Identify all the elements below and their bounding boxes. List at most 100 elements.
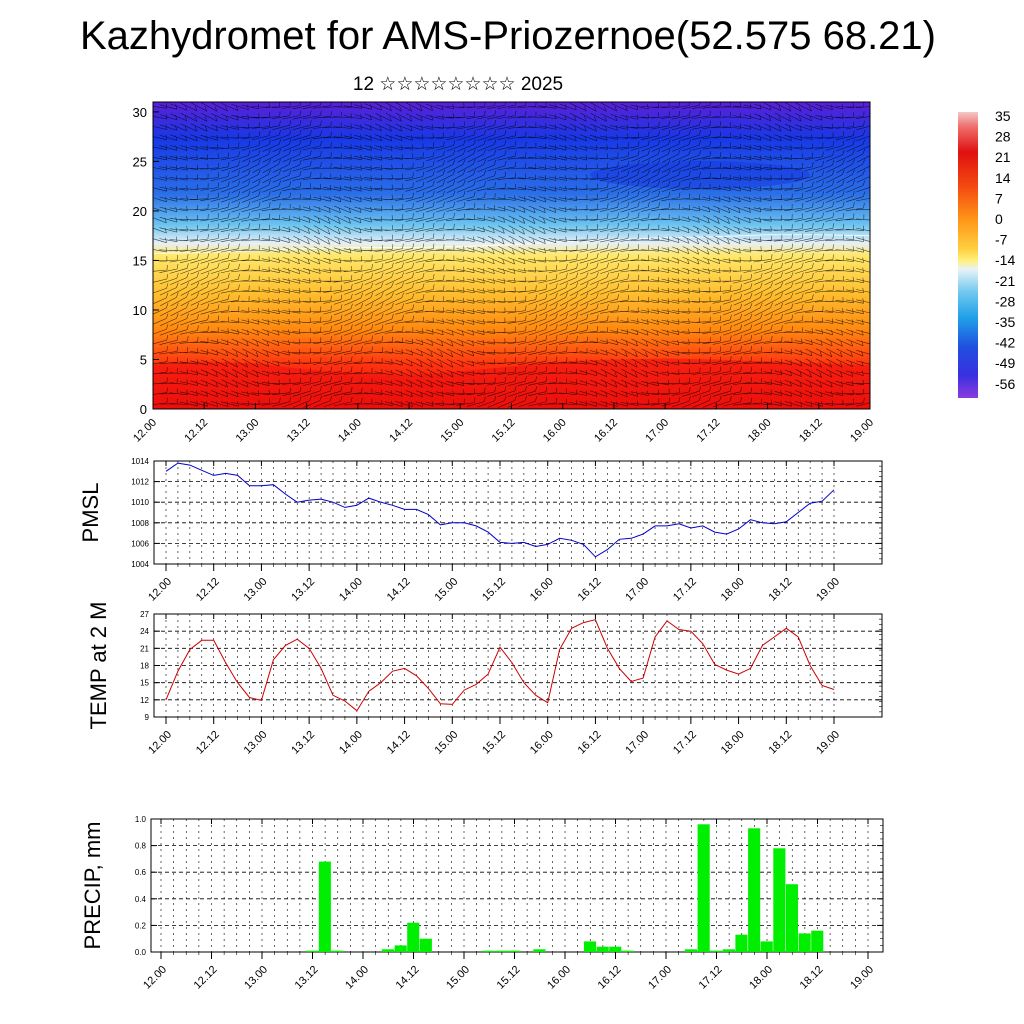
y-tick-label: 0.0 [135,948,147,957]
x-tick-label: 12.12 [194,576,222,604]
x-tick-label: 15.12 [495,964,523,992]
x-tick-label: 17.12 [695,417,723,445]
x-tick-label: 15.12 [490,417,518,445]
y-tick-label: 15 [133,253,147,268]
precip-bar [495,950,508,952]
colorbar-label: 28 [995,129,1011,145]
precip-bar [684,949,697,952]
x-tick-label: 19.00 [814,576,842,604]
panel-frame [153,460,883,565]
precip-bar [482,950,495,952]
colorbar-label: -35 [995,314,1015,330]
wind-barb-field [153,102,870,408]
chart-title: Kazhydromet for AMS-Priozernoe(52.575 68… [80,14,936,58]
precip-bar [798,933,811,952]
y-axis-title: TEMP at 2 M [86,602,111,730]
x-tick-label: 19.00 [848,964,876,992]
x-tick-label: 16.00 [541,417,569,445]
x-tick-label: 12.00 [146,576,174,604]
y-axis-title: PRECIP, mm [80,822,105,950]
x-tick-label: 13.12 [285,417,313,445]
x-tick-label: 12.00 [141,964,169,992]
x-tick-label: 15.12 [480,729,508,757]
precip-bar [306,950,319,952]
precip-bar [419,938,432,952]
precip-bar [596,946,609,952]
y-tick-label: 20 [133,204,147,219]
colorbar-label: 14 [995,170,1011,186]
x-tick-label: 18.12 [798,964,826,992]
precip-bar [773,848,786,952]
temperature-gradient [153,102,870,409]
colorbar-label: -49 [995,355,1015,371]
x-tick-label: 16.12 [576,576,604,604]
x-tick-label: 19.00 [848,417,876,445]
precip-bar [760,941,773,952]
x-tick-label: 13.00 [242,964,270,992]
y-tick-label: 1006 [131,539,149,548]
x-tick-label: 17.00 [623,729,651,757]
heatmap-y-axis: 0 5 10 15 20 25 30 [133,105,159,417]
y-tick-label: 18 [140,662,149,671]
x-tick-label: 14.12 [385,576,413,604]
x-tick-label: 16.00 [528,729,556,757]
colorbar-label: 35 [995,108,1011,124]
grid [151,819,883,952]
x-tick-label: 14.12 [394,964,422,992]
precip-bar [394,945,407,952]
colorbar-gradient [958,112,978,398]
precip-panel: 0.0 0.2 0.4 0.6 0.8 1.0 12.00 12.12 13.00 13.12 14… [80,815,884,992]
y-tick-label: 21 [140,644,149,653]
x-tick-label: 15.12 [480,576,508,604]
precip-bar [621,950,634,952]
precip-bar [533,949,546,952]
x-tick-label: 13.12 [289,576,317,604]
x-tick-label: 16.00 [528,576,556,604]
y-tick-label: 0 [140,402,147,417]
x-tick-label: 16.12 [596,964,624,992]
x-tick-label: 14.00 [337,729,365,757]
x-tick-label: 16.00 [545,964,573,992]
colorbar-label: 7 [995,190,1003,206]
chart-subtitle: 12 ☆☆☆☆☆☆☆☆ 2025 [352,74,564,95]
x-tick-label: 18.00 [746,417,774,445]
precip-bar [583,941,596,952]
y-tick-label: 12 [140,696,149,705]
colorbar-label: -56 [995,376,1015,392]
x-tick-label: 13.00 [234,417,262,445]
x-tick-label: 13.00 [242,576,270,604]
y-tick-label: 1012 [131,478,149,487]
x-tick-label: 17.00 [643,417,671,445]
x-tick-label: 13.00 [242,729,270,757]
y-tick-label: 1008 [131,519,149,528]
precip-bar [785,884,798,952]
y-tick-label: 0.2 [135,921,147,930]
x-tick-label: 15.00 [432,729,460,757]
x-tick-label: 16.12 [576,729,604,757]
y-axis-title: PMSL [78,483,103,543]
y-tick-label: 5 [140,352,147,367]
colorbar-label: -7 [995,232,1008,248]
precip-bar [710,950,723,952]
y-tick-label: 0.8 [135,842,147,851]
precip-bar [407,922,420,952]
colorbar-label: 21 [995,149,1011,165]
y-tick-label: 10 [133,303,147,318]
x-tick-label: 17.00 [646,964,674,992]
y-tick-label: 25 [133,154,147,169]
y-tick-label: 1014 [131,457,149,466]
x-tick-label: 15.00 [444,964,472,992]
colorbar-label: -42 [995,335,1015,351]
x-tick-label: 16.12 [592,417,620,445]
precip-bar [381,949,394,952]
x-tick-label: 13.12 [289,729,317,757]
x-tick-label: 14.00 [343,964,371,992]
y-tick-label: 24 [140,627,149,636]
grid [154,614,882,717]
series-line [165,462,835,558]
colorbar: 35 28 21 14 7 0 -7 -14 -21 -28 -35 -42 -49 -56 [958,108,1015,398]
panel-frame [150,818,884,953]
y-tick-label: 27 [140,610,149,619]
x-tick-label: 17.12 [671,576,699,604]
